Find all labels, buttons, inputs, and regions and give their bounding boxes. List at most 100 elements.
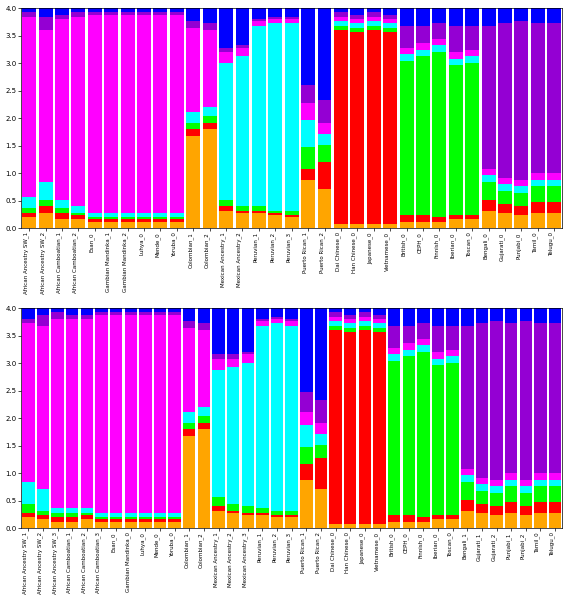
Bar [367, 21, 381, 26]
Bar [37, 314, 49, 326]
Bar [367, 224, 381, 228]
Bar [461, 482, 474, 500]
Bar [315, 458, 327, 488]
Bar [400, 26, 414, 47]
Bar [39, 17, 53, 30]
Bar [22, 319, 35, 323]
Bar [183, 436, 195, 528]
Bar [268, 8, 282, 17]
Bar [55, 8, 69, 14]
Bar [124, 517, 137, 520]
Bar [285, 17, 299, 19]
Bar [227, 367, 239, 504]
Bar [388, 521, 400, 528]
Bar [88, 8, 102, 13]
Bar [547, 23, 561, 173]
Bar [432, 308, 444, 326]
Bar [66, 513, 78, 517]
Bar [256, 321, 269, 326]
Bar [137, 221, 151, 228]
Bar [350, 23, 364, 28]
Bar [318, 188, 332, 228]
Bar [154, 314, 166, 513]
Bar [432, 8, 446, 23]
Bar [268, 215, 282, 228]
Bar [39, 182, 53, 200]
Bar [153, 217, 168, 220]
Bar [55, 220, 69, 228]
Bar [531, 180, 545, 187]
Bar [212, 359, 225, 370]
Bar [400, 221, 414, 228]
Bar [449, 220, 463, 228]
Bar [55, 208, 69, 213]
Bar [203, 116, 216, 122]
Bar [286, 515, 298, 517]
Bar [490, 493, 503, 506]
Bar [241, 513, 254, 515]
Bar [219, 206, 233, 211]
Bar [81, 520, 93, 528]
Bar [417, 323, 429, 339]
Bar [51, 508, 64, 513]
Bar [383, 8, 397, 14]
Bar [124, 520, 137, 521]
Bar [449, 59, 463, 65]
Bar [547, 213, 561, 228]
Bar [236, 211, 249, 213]
Bar [498, 213, 512, 228]
Bar [388, 347, 400, 354]
Bar [252, 21, 266, 26]
Bar [383, 19, 397, 23]
Bar [449, 52, 463, 59]
Bar [219, 200, 233, 206]
Bar [285, 23, 299, 211]
Bar [416, 8, 430, 26]
Bar [227, 308, 239, 354]
Bar [105, 217, 118, 220]
Bar [358, 321, 371, 326]
Bar [432, 217, 446, 221]
Bar [95, 520, 108, 521]
Bar [88, 221, 102, 228]
Bar [449, 8, 463, 26]
Bar [465, 50, 479, 56]
Bar [367, 17, 381, 21]
Bar [271, 511, 283, 515]
Bar [219, 63, 233, 200]
Bar [227, 354, 239, 359]
Bar [271, 323, 283, 511]
Bar [400, 61, 414, 215]
Bar [367, 30, 381, 224]
Bar [124, 313, 137, 314]
Bar [300, 308, 312, 392]
Bar [139, 517, 152, 520]
Bar [547, 202, 561, 213]
Bar [334, 30, 348, 224]
Bar [318, 134, 332, 145]
Bar [334, 17, 348, 21]
Bar [334, 21, 348, 26]
Bar [400, 54, 414, 61]
Bar [534, 487, 547, 502]
Bar [169, 517, 181, 520]
Bar [482, 175, 496, 182]
Bar [388, 361, 400, 515]
Bar [139, 314, 152, 513]
Bar [465, 215, 479, 220]
Bar [403, 515, 415, 521]
Bar [286, 321, 298, 326]
Bar [286, 308, 298, 319]
Bar [22, 517, 35, 528]
Bar [186, 112, 201, 122]
Bar [482, 200, 496, 211]
Bar [198, 407, 210, 416]
Bar [520, 515, 532, 528]
Bar [549, 323, 561, 473]
Bar [520, 480, 532, 487]
Bar [505, 513, 517, 528]
Bar [271, 319, 283, 323]
Bar [446, 356, 459, 363]
Bar [268, 17, 282, 19]
Bar [515, 187, 528, 193]
